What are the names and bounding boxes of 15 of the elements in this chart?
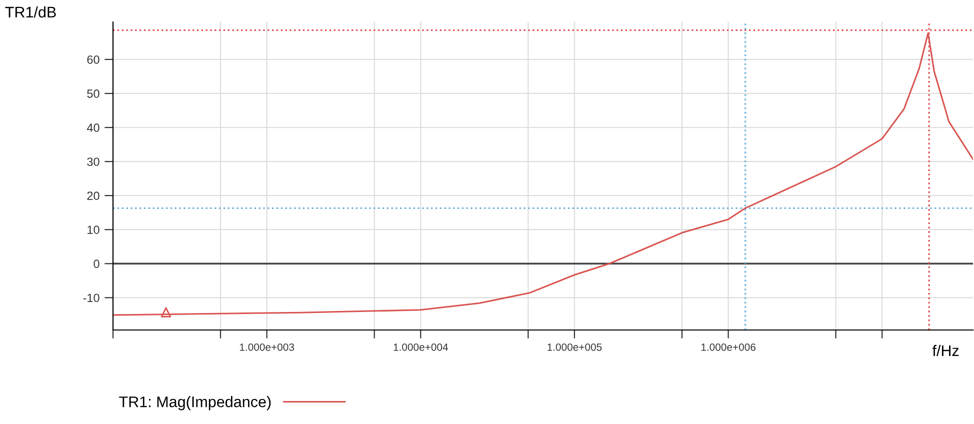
x-tick-label: 1.000e+003 (240, 343, 294, 351)
y-tick-label: 50 (87, 90, 100, 98)
y-tick-label: -10 (83, 294, 100, 302)
y-tick-label: 30 (87, 158, 100, 166)
legend-label: TR1: Mag(Impedance) (119, 396, 271, 410)
y-tick-label: 60 (87, 55, 100, 64)
y-tick-label: 0 (94, 260, 100, 268)
x-tick-label: 1.000e+005 (548, 343, 602, 351)
x-axis-title: f/Hz (932, 344, 959, 356)
x-tick-label: 1.000e+004 (394, 343, 448, 351)
y-tick-label: 40 (86, 124, 100, 132)
x-tick-label: 1.000e+006 (701, 343, 756, 351)
y-axis-title: TR1/dB (5, 6, 56, 18)
y-tick-label: 20 (87, 192, 100, 200)
y-tick-label: 10 (88, 226, 100, 234)
